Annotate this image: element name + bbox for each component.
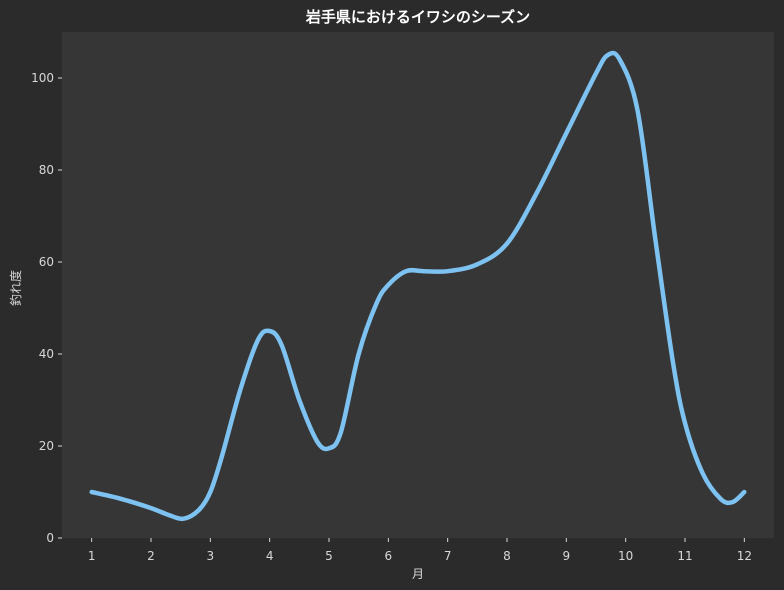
chart-title: 岩手県におけるイワシのシーズン: [305, 8, 530, 26]
y-tick-label: 40: [39, 347, 54, 361]
x-axis: 1 2 3 4 5 6 7 8 9 10 11 12: [88, 538, 752, 563]
x-tick-label: 11: [677, 549, 692, 563]
y-axis: 0 20 40 60 80 100: [31, 71, 62, 545]
x-tick-label: 3: [207, 549, 215, 563]
x-tick-label: 5: [325, 549, 333, 563]
x-tick-label: 12: [737, 549, 752, 563]
x-axis-label: 月: [412, 567, 424, 581]
x-tick-label: 7: [444, 549, 452, 563]
y-axis-label: 釣れ度: [8, 270, 23, 306]
y-tick-label: 100: [31, 71, 54, 85]
y-tick-label: 0: [46, 531, 54, 545]
x-tick-label: 9: [563, 549, 571, 563]
x-tick-label: 8: [503, 549, 511, 563]
y-tick-label: 20: [39, 439, 54, 453]
y-tick-label: 80: [39, 163, 54, 177]
x-tick-label: 1: [88, 549, 96, 563]
series-line: [89, 50, 747, 522]
y-tick-label: 60: [39, 255, 54, 269]
x-tick-label: 4: [266, 549, 274, 563]
x-tick-label: 2: [147, 549, 155, 563]
plot-area: [62, 32, 774, 538]
x-tick-label: 10: [618, 549, 633, 563]
x-tick-label: 6: [385, 549, 393, 563]
